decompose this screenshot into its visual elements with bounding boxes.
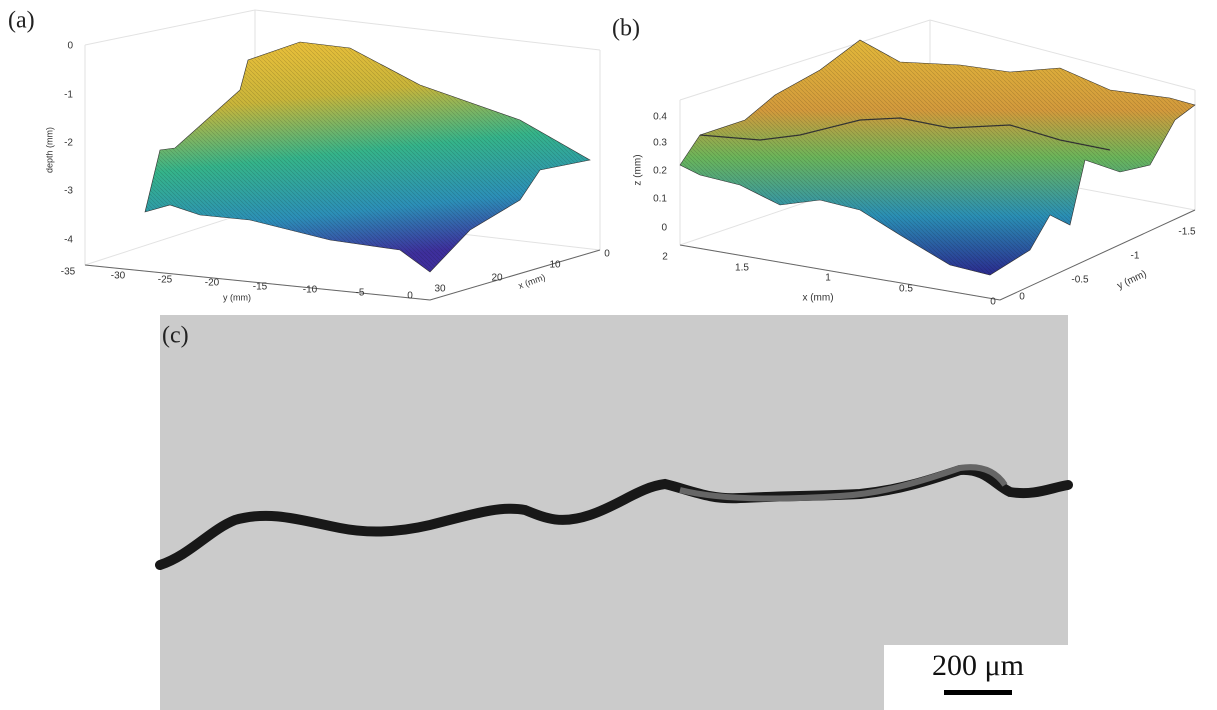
y-tick-label: 0 [1019, 292, 1025, 303]
surface-mesh [145, 42, 590, 272]
panel-label: (a) [8, 8, 35, 34]
panel-a: (a) 0 -1 -2 -3 -4 depth (mm) -35 -30 -25… [8, 8, 610, 303]
z-tick-label: -3 [64, 186, 73, 197]
x-axis-label: x (mm) [517, 272, 547, 291]
x-tick-label: 1.5 [735, 263, 749, 274]
panel-c: (c) 200 μm [155, 315, 1073, 710]
y-axis-label: y (mm) [223, 292, 251, 302]
z-tick-label: 0.3 [653, 138, 667, 149]
surface-mesh [680, 40, 1195, 275]
panel-label: (b) [612, 16, 640, 42]
x-tick-label: 0 [604, 249, 610, 260]
y-tick-label: -0.5 [1071, 275, 1089, 286]
y-tick-label: -1 [1131, 251, 1140, 262]
y-tick-label: -5 [356, 288, 365, 299]
z-tick-label: 0 [661, 223, 667, 234]
crack-debris [679, 464, 1008, 502]
x-tick-label: 2 [662, 252, 668, 263]
z-tick-label: -1 [64, 90, 73, 101]
y-tick-label: -35 [61, 267, 76, 278]
y-tick-label: -30 [111, 271, 126, 282]
x-axis-label: x (mm) [802, 293, 833, 304]
axis [84, 249, 601, 301]
z-axis-label: depth (mm) [44, 127, 54, 173]
axis [679, 209, 1196, 301]
z-tick-label: -4 [64, 235, 73, 246]
y-tick-label: -10 [303, 285, 318, 296]
surface-ridge [699, 117, 1111, 151]
panel-b: (b) 0.4 0.3 0.2 0.1 0 z (mm) 2 1.5 1 0.5… [612, 16, 1196, 308]
x-tick-label: 20 [491, 273, 503, 284]
panel-label: (c) [162, 323, 189, 349]
z-tick-label: 0 [67, 41, 73, 52]
scale-bar [944, 690, 1012, 695]
scale-bar-label: 200 μm [932, 649, 1024, 682]
y-tick-label: -15 [253, 282, 268, 293]
x-tick-label: 1 [825, 273, 831, 284]
scale-bar-box [884, 645, 1068, 710]
y-tick-label: -1.5 [1178, 227, 1196, 238]
y-tick-label: -20 [205, 278, 220, 289]
x-tick-label: 10 [549, 260, 561, 271]
y-tick-label: -25 [158, 275, 173, 286]
z-tick-label: 0.4 [653, 112, 667, 123]
x-tick-label: 0.5 [899, 284, 913, 295]
z-tick-label: -2 [64, 138, 73, 149]
micrograph [160, 315, 1068, 710]
z-axis-label: z (mm) [633, 154, 644, 185]
y-tick-label: 0 [407, 291, 413, 302]
z-tick-label: 0.2 [653, 166, 667, 177]
z-tick-label: 0.1 [653, 194, 667, 205]
y-axis-label: y (mm) [1116, 269, 1149, 292]
x-tick-label: 0 [990, 297, 996, 308]
x-tick-label: 30 [434, 284, 446, 295]
micrograph-shade [160, 315, 1068, 710]
